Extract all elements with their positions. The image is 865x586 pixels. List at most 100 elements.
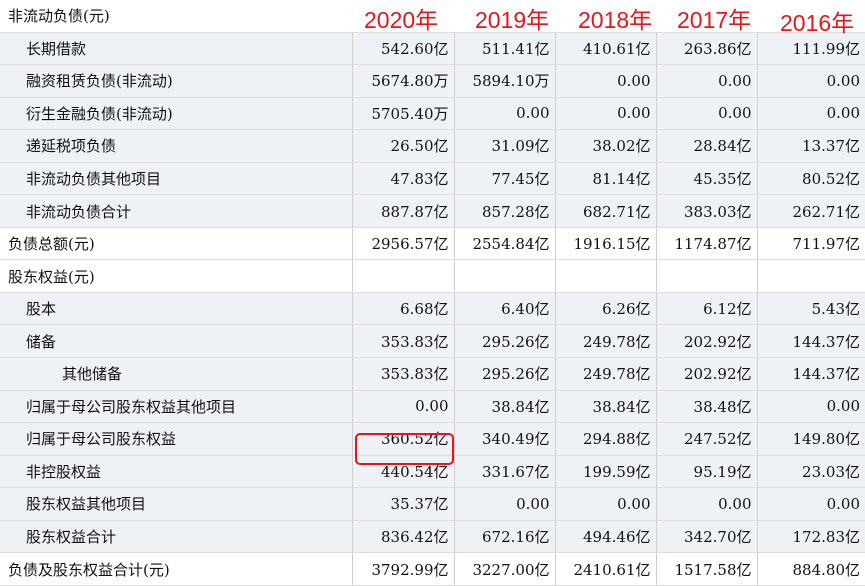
- year-label-2016: 2016年: [780, 10, 855, 36]
- value-cell: 5674.80万: [351, 64, 454, 98]
- row-label: 负债及股东权益合计(元): [0, 552, 352, 586]
- year-label-2020: 2020年: [364, 7, 439, 33]
- row-label: 股东权益(元): [0, 259, 352, 293]
- table-row: 股东权益合计 836.42亿 672.16亿 494.46亿 342.70亿 172.83…: [0, 520, 865, 554]
- year-label-2019: 2019年: [475, 7, 550, 33]
- value-cell: 35.37亿: [351, 487, 454, 521]
- value-cell: 111.99亿: [756, 32, 865, 66]
- value-cell: 38.84亿: [554, 390, 656, 424]
- value-cell: 353.83亿: [351, 324, 454, 359]
- value-cell: 38.02亿: [554, 129, 656, 163]
- table-row: 归属于母公司股东权益 360.52亿 340.49亿 294.88亿 247.52亿 14…: [0, 422, 865, 456]
- value-cell: 295.26亿: [453, 324, 555, 359]
- value-cell: 77.45亿: [453, 162, 555, 196]
- highlight-box: [355, 433, 454, 465]
- row-label: 股东权益其他项目: [0, 487, 352, 521]
- value-cell: 199.59亿: [554, 455, 656, 489]
- value-cell: 172.83亿: [756, 520, 865, 554]
- table-row: 股东权益其他项目 35.37亿 0.00 0.00 0.00 0.00: [0, 487, 865, 521]
- value-cell: 6.26亿: [554, 292, 656, 326]
- value-cell: 294.88亿: [554, 422, 656, 456]
- value-cell: [655, 259, 757, 293]
- value-cell: [351, 259, 454, 293]
- value-cell: 0.00: [655, 487, 757, 521]
- value-cell: 3792.99亿: [351, 552, 454, 586]
- value-cell: 0.00: [453, 97, 555, 131]
- value-cell: 836.42亿: [351, 520, 454, 554]
- value-cell: 31.09亿: [453, 129, 555, 163]
- value-cell: 0.00: [554, 64, 656, 98]
- value-cell: 80.52亿: [756, 162, 865, 196]
- value-cell: 6.12亿: [655, 292, 757, 326]
- section-header: 非流动负债(元): [0, 0, 352, 33]
- row-label: 其他储备: [0, 357, 352, 391]
- value-cell: 353.83亿: [351, 357, 454, 391]
- value-cell: 5705.40万: [351, 97, 454, 131]
- table-row: 股东权益(元): [0, 259, 865, 293]
- value-cell: 542.60亿: [351, 32, 454, 66]
- value-cell: [554, 259, 656, 293]
- table-row: 长期借款 542.60亿 511.41亿 410.61亿 263.86亿 111.99亿: [0, 32, 865, 66]
- value-cell: 81.14亿: [554, 162, 656, 196]
- table-row: 融资租赁负债(非流动) 5674.80万 5894.10万 0.00 0.00 0.00: [0, 64, 865, 98]
- value-cell: 0.00: [554, 97, 656, 131]
- value-cell: 202.92亿: [655, 357, 757, 391]
- value-cell: 95.19亿: [655, 455, 757, 489]
- value-cell: 1916.15亿: [554, 227, 656, 261]
- table-row: 储备 353.83亿 295.26亿 249.78亿 202.92亿 144.37亿: [0, 324, 865, 359]
- table-row: 股本 6.68亿 6.40亿 6.26亿 6.12亿 5.43亿: [0, 292, 865, 326]
- value-cell: 263.86亿: [655, 32, 757, 66]
- row-label: 非流动负债其他项目: [0, 162, 352, 196]
- table-row: 其他储备 353.83亿 295.26亿 249.78亿 202.92亿 144.37亿: [0, 357, 865, 391]
- value-cell: 144.37亿: [756, 324, 865, 359]
- row-label: 衍生金融负债(非流动): [0, 97, 352, 131]
- value-cell: 23.03亿: [756, 455, 865, 489]
- value-cell: 340.49亿: [453, 422, 555, 456]
- value-cell: [756, 259, 865, 293]
- value-cell: 887.87亿: [351, 194, 454, 228]
- value-cell: 682.71亿: [554, 194, 656, 228]
- value-cell: 5.43亿: [756, 292, 865, 326]
- value-cell: 38.48亿: [655, 390, 757, 424]
- value-cell: 149.80亿: [756, 422, 865, 456]
- row-label: 非流动负债合计: [0, 194, 352, 228]
- value-cell: 3227.00亿: [453, 552, 555, 586]
- value-cell: 0.00: [351, 390, 454, 424]
- value-cell: 0.00: [655, 64, 757, 98]
- value-cell: [453, 259, 555, 293]
- row-label: 股东权益合计: [0, 520, 352, 554]
- value-cell: 2410.61亿: [554, 552, 656, 586]
- row-label: 长期借款: [0, 32, 352, 66]
- value-cell: 857.28亿: [453, 194, 555, 228]
- value-cell: 511.41亿: [453, 32, 555, 66]
- table-row: 非流动负债其他项目 47.83亿 77.45亿 81.14亿 45.35亿 80.52亿: [0, 162, 865, 196]
- value-cell: 202.92亿: [655, 324, 757, 359]
- value-cell: 247.52亿: [655, 422, 757, 456]
- value-cell: 6.68亿: [351, 292, 454, 326]
- value-cell: 47.83亿: [351, 162, 454, 196]
- row-label: 股本: [0, 292, 352, 326]
- value-cell: 440.54亿: [351, 455, 454, 489]
- value-cell: 0.00: [756, 64, 865, 98]
- row-label: 融资租赁负债(非流动): [0, 64, 352, 98]
- year-label-2017: 2017年: [677, 7, 752, 33]
- table-row: 负债总额(元) 2956.57亿 2554.84亿 1916.15亿 1174.87亿 7…: [0, 227, 865, 261]
- value-cell: 410.61亿: [554, 32, 656, 66]
- table-row: 递延税项负债 26.50亿 31.09亿 38.02亿 28.84亿 13.37亿: [0, 129, 865, 163]
- value-cell: 711.97亿: [756, 227, 865, 261]
- value-cell: 1517.58亿: [655, 552, 757, 586]
- value-cell: 262.71亿: [756, 194, 865, 228]
- section-header-row: 非流动负债(元): [0, 0, 865, 33]
- value-cell: 672.16亿: [453, 520, 555, 554]
- year-label-2018: 2018年: [578, 7, 653, 33]
- value-cell: 884.80亿: [756, 552, 865, 586]
- value-cell: 249.78亿: [554, 357, 656, 391]
- value-cell: 0.00: [756, 390, 865, 424]
- value-cell: 494.46亿: [554, 520, 656, 554]
- row-label: 负债总额(元): [0, 227, 352, 261]
- value-cell: 28.84亿: [655, 129, 757, 163]
- value-cell: 38.84亿: [453, 390, 555, 424]
- value-cell: 0.00: [453, 487, 555, 521]
- value-cell: 0.00: [554, 487, 656, 521]
